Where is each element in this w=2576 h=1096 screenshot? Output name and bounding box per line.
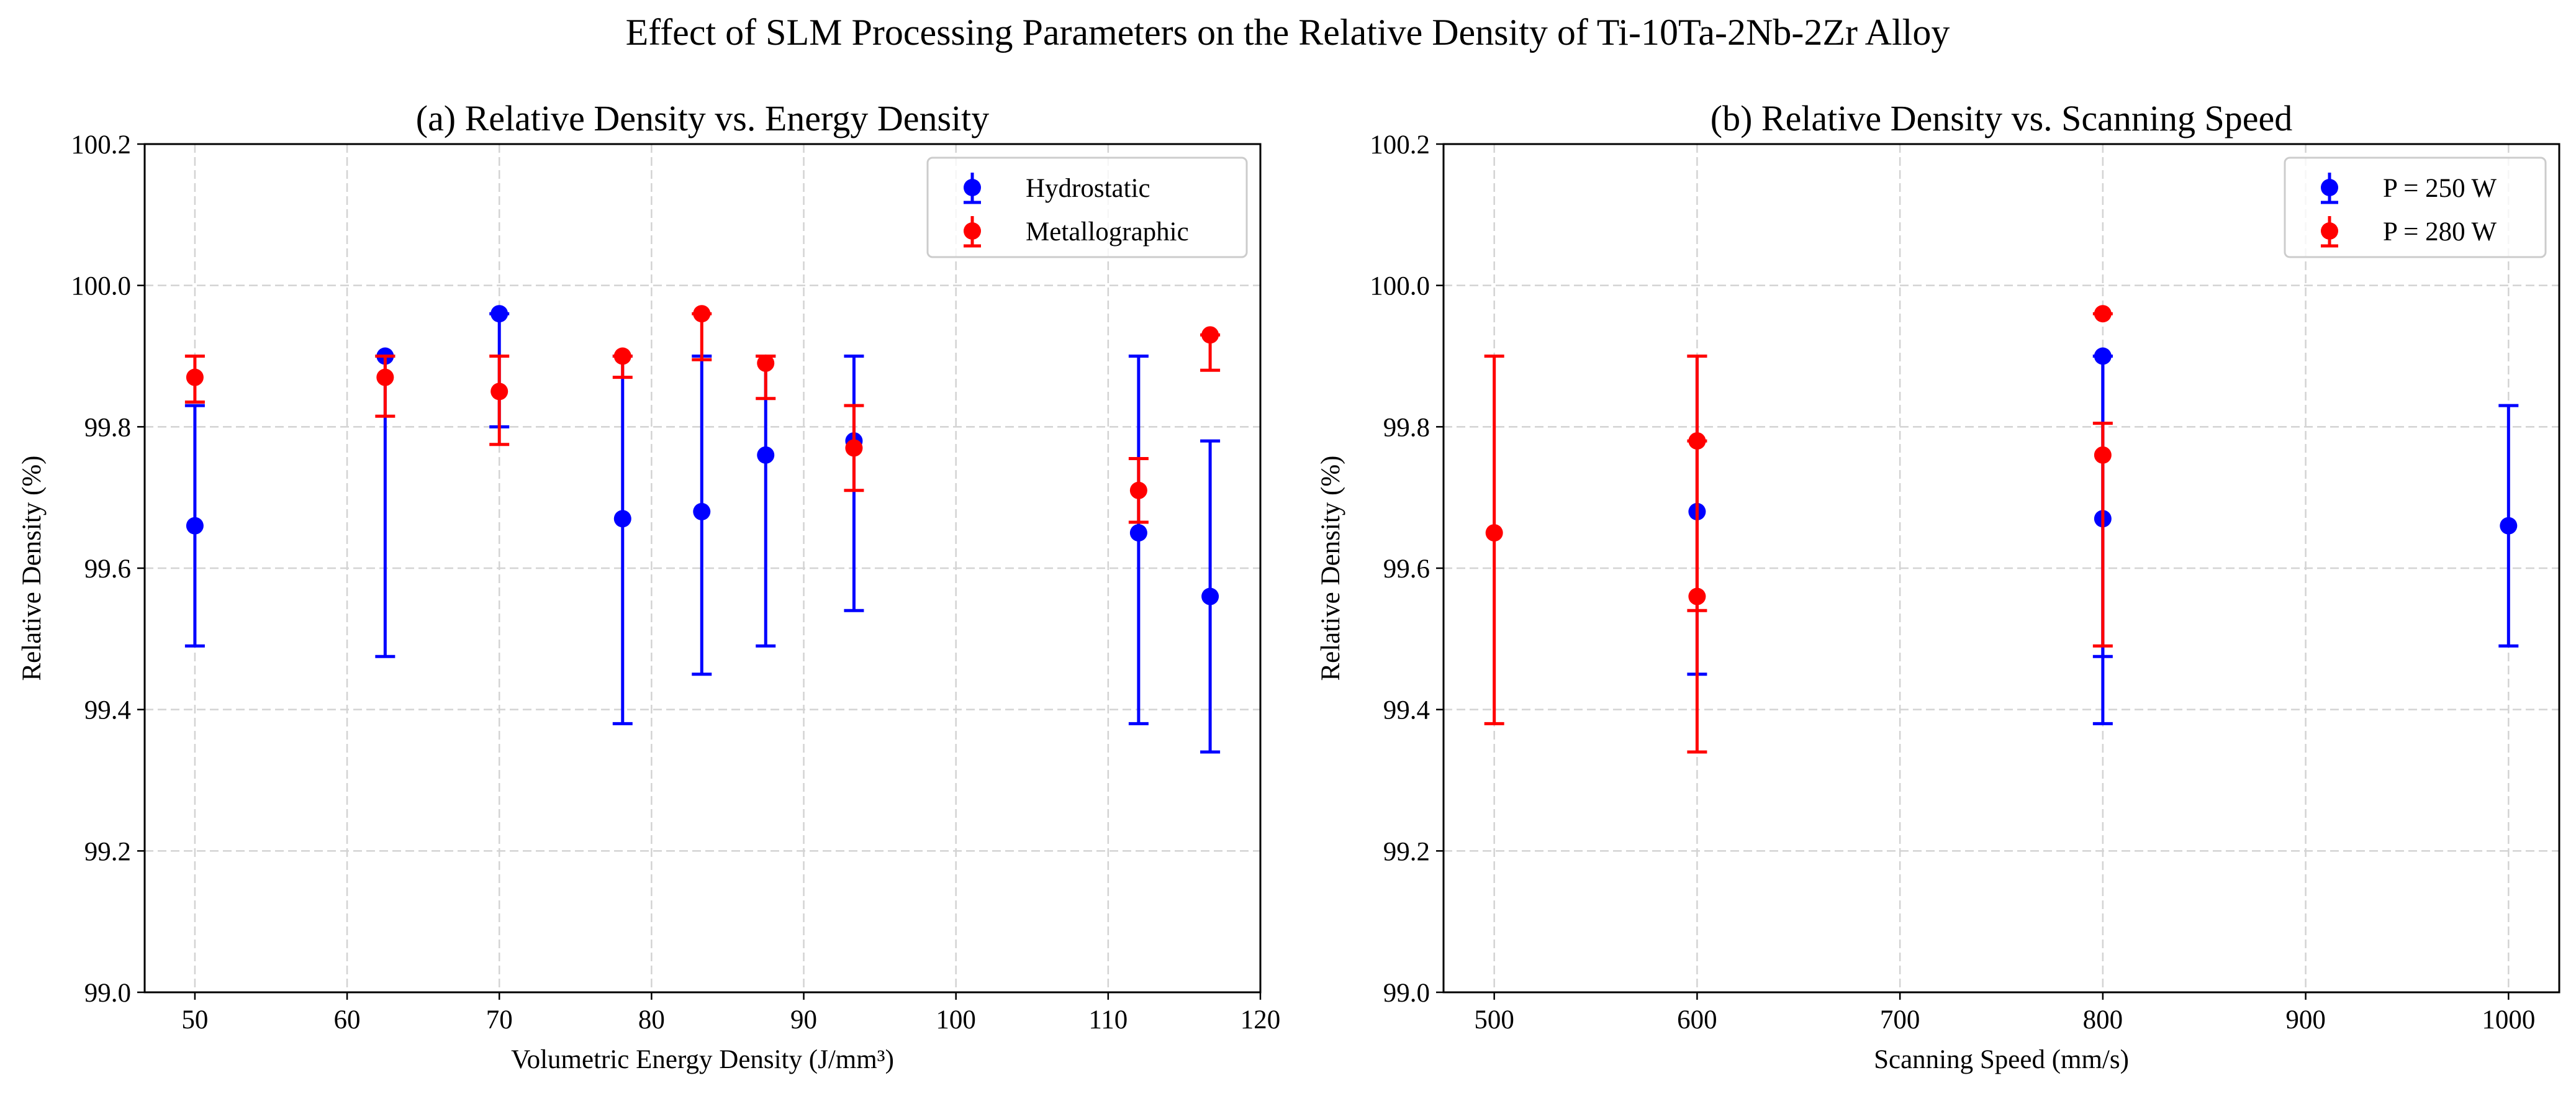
x-tick-label: 120 xyxy=(1241,1005,1281,1035)
x-tick-label: 700 xyxy=(1880,1005,1920,1035)
x-tick-label: 80 xyxy=(638,1005,665,1035)
y-tick-label: 99.4 xyxy=(1383,696,1430,725)
legend-marker xyxy=(2321,179,2338,196)
legend-marker xyxy=(2321,222,2338,240)
panel-a-x-axis-label: Volumetric Energy Density (J/mm³) xyxy=(511,1045,894,1074)
y-tick-label: 99.8 xyxy=(84,413,131,442)
panel-a: 50 60 70 80 90 100 110 120 99.0 99.2 99.4 99.6 99.8… xyxy=(17,98,1280,1074)
panel-b-y-ticks: 99.0 99.2 99.4 99.6 99.8 100.0 100.2 xyxy=(1370,130,1444,1008)
data-point xyxy=(845,439,863,457)
x-tick-label: 600 xyxy=(1677,1005,1717,1035)
legend-entry-label: P = 280 W xyxy=(2383,217,2497,247)
panel-b: 500 600 700 800 900 1000 99.0 99.2 99.4 99.6 99.8… xyxy=(1316,98,2560,1074)
data-point xyxy=(693,502,711,520)
panel-b-marks xyxy=(1484,305,2519,754)
panel-a-y-ticks: 99.0 99.2 99.4 99.6 99.8 100.0 100.2 xyxy=(71,130,145,1008)
y-tick-label: 100.0 xyxy=(1370,272,1430,301)
y-tick-label: 100.0 xyxy=(71,272,131,301)
x-tick-label: 100 xyxy=(936,1005,976,1035)
data-point xyxy=(490,383,508,401)
data-point xyxy=(376,368,394,386)
panel-a-marks xyxy=(184,305,1221,754)
x-tick-label: 800 xyxy=(2083,1005,2123,1035)
panel-a-legend: Hydrostatic Metallographic xyxy=(926,156,1248,258)
y-tick-label: 99.0 xyxy=(1383,979,1430,1008)
panel-a-title: (a) Relative Density vs. Energy Density xyxy=(416,98,990,138)
legend-marker xyxy=(964,179,981,196)
data-point xyxy=(693,305,711,323)
y-tick-label: 99.6 xyxy=(1383,555,1430,584)
panel-b-legend: P = 250 W P = 280 W xyxy=(2284,156,2547,258)
x-tick-label: 900 xyxy=(2285,1005,2326,1035)
legend-marker xyxy=(964,222,981,240)
figure-suptitle: Effect of SLM Processing Parameters on t… xyxy=(626,12,1950,53)
y-tick-label: 99.8 xyxy=(1383,413,1430,442)
x-tick-label: 90 xyxy=(790,1005,817,1035)
x-tick-label: 1000 xyxy=(2482,1005,2535,1035)
x-tick-label: 500 xyxy=(1474,1005,1514,1035)
legend-frame xyxy=(926,156,1248,258)
panel-a-y-axis-label: Relative Density (%) xyxy=(17,455,47,681)
data-point xyxy=(757,354,775,372)
data-point xyxy=(613,347,631,365)
data-point xyxy=(1129,481,1147,499)
data-point xyxy=(1201,326,1219,344)
y-tick-label: 100.2 xyxy=(71,130,131,160)
y-tick-label: 99.4 xyxy=(84,696,131,725)
data-point xyxy=(2094,305,2112,323)
panel-b-x-axis-label: Scanning Speed (mm/s) xyxy=(1874,1045,2129,1074)
panel-b-x-ticks: 500 600 700 800 900 1000 xyxy=(1474,992,2535,1035)
legend-entry-label: Metallographic xyxy=(1026,217,1189,247)
data-point xyxy=(490,305,508,323)
y-tick-label: 99.2 xyxy=(84,837,131,866)
x-tick-label: 60 xyxy=(334,1005,361,1035)
data-point xyxy=(613,510,631,528)
legend-entry-label: Hydrostatic xyxy=(1026,174,1150,203)
panel-b-title: (b) Relative Density vs. Scanning Speed xyxy=(1711,98,2293,138)
legend-frame xyxy=(2284,156,2547,258)
x-tick-label: 70 xyxy=(486,1005,513,1035)
y-tick-label: 99.6 xyxy=(84,555,131,584)
y-tick-label: 100.2 xyxy=(1370,130,1430,160)
data-point xyxy=(1688,587,1706,605)
legend-entry-label: P = 250 W xyxy=(2383,174,2497,203)
y-tick-label: 99.2 xyxy=(1383,837,1430,866)
data-point xyxy=(1201,587,1219,605)
x-tick-label: 50 xyxy=(181,1005,208,1035)
data-point xyxy=(2500,517,2518,535)
x-tick-label: 110 xyxy=(1088,1005,1128,1035)
data-point xyxy=(1129,524,1147,542)
data-point xyxy=(186,368,204,386)
data-point xyxy=(757,446,775,464)
data-point xyxy=(1485,524,1503,542)
data-point xyxy=(186,517,204,535)
panel-b-y-axis-label: Relative Density (%) xyxy=(1316,455,1345,681)
panel-a-x-ticks: 50 60 70 80 90 100 110 120 xyxy=(181,992,1280,1035)
data-point xyxy=(2094,446,2112,464)
y-tick-label: 99.0 xyxy=(84,979,131,1008)
